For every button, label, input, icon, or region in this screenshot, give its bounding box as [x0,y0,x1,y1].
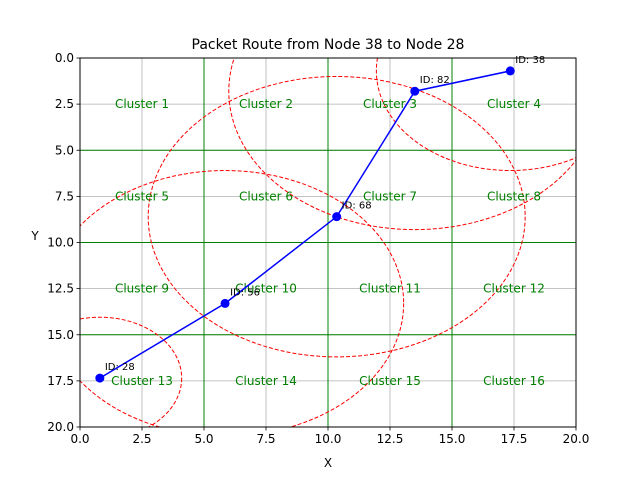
y-tick-label: 12.5 [47,282,74,296]
node-id-label: ID: 56 [230,287,260,298]
chart-title: Packet Route from Node 38 to Node 28 [192,37,465,53]
cluster-label: Cluster 16 [483,374,545,388]
node-id-label: ID: 38 [515,55,545,66]
cluster-boundaries [80,58,576,427]
cluster-labels: Cluster 1 Cluster 2 Cluster 3 Cluster 4 Clus… [111,97,545,388]
node-id-label: ID: 82 [420,75,450,86]
cluster-label: Cluster 7 [363,189,417,203]
y-tick-label: 17.5 [47,374,74,388]
y-tick-label: 2.5 [55,97,74,111]
cluster-label: Cluster 8 [487,189,541,203]
y-axis: 0.0 2.5 5.0 7.5 10.0 12.5 15.0 17.5 20.0 [47,51,80,434]
cluster-label: Cluster 1 [115,97,169,111]
route-node [410,86,420,96]
x-axis-label: X [324,456,332,470]
range-circle [80,316,183,427]
y-axis-label: Y [30,229,39,243]
cluster-label: Cluster 14 [235,374,297,388]
x-tick-label: 7.5 [256,432,275,446]
x-tick-label: 12.5 [377,432,404,446]
cluster-label: Cluster 6 [239,189,293,203]
cluster-label: Cluster 12 [483,282,545,296]
route-node [505,66,515,76]
y-tick-label: 10.0 [47,236,74,250]
y-tick-label: 5.0 [55,143,74,157]
y-tick-label: 15.0 [47,328,74,342]
route-node [332,212,342,222]
cluster-label: Cluster 4 [487,97,541,111]
route-node [220,298,230,308]
route-node [95,373,105,383]
range-circle [228,58,576,231]
cluster-label: Cluster 5 [115,189,169,203]
range-circle [375,58,576,172]
cluster-label: Cluster 2 [239,97,293,111]
cluster-label: Cluster 10 [235,282,297,296]
packet-route: ID: 38 ID: 82 ID: 68 ID: 56 ID: 28 [95,55,545,383]
node-id-label: ID: 28 [105,362,135,373]
y-tick-label: 0.0 [55,51,74,65]
x-tick-label: 15.0 [439,432,466,446]
cluster-label: Cluster 3 [363,97,417,111]
cluster-label: Cluster 11 [359,282,421,296]
y-tick-label: 20.0 [47,420,74,434]
cluster-label: Cluster 9 [115,282,169,296]
range-circle [147,75,526,358]
y-tick-label: 7.5 [55,189,74,203]
range-circle [80,170,405,427]
node-id-label: ID: 68 [342,201,372,212]
x-tick-label: 5.0 [194,432,213,446]
cluster-label: Cluster 15 [359,374,421,388]
x-tick-label: 2.5 [132,432,151,446]
x-axis: 0.0 2.5 5.0 7.5 10.0 12.5 15.0 17.5 20.0 [70,427,589,446]
x-tick-label: 10.0 [315,432,342,446]
x-tick-label: 17.5 [501,432,528,446]
range-circles [80,58,576,427]
x-tick-label: 0.0 [70,432,89,446]
x-tick-label: 20.0 [563,432,590,446]
cluster-label: Cluster 13 [111,374,173,388]
